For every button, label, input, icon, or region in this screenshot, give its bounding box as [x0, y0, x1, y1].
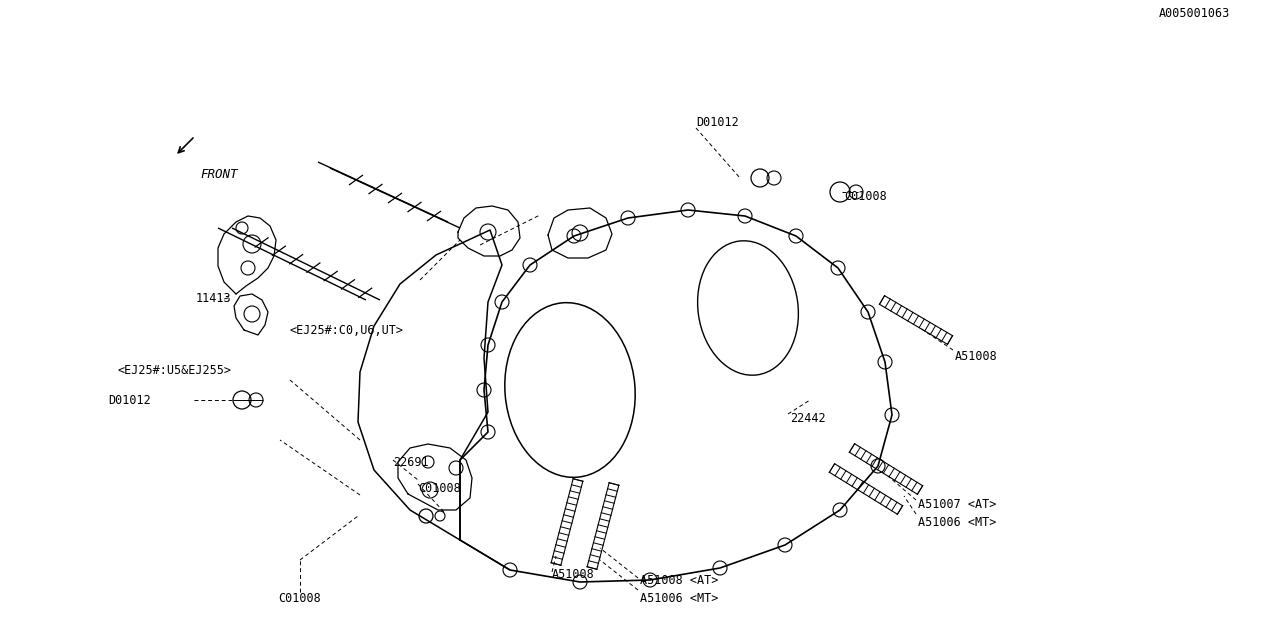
Text: FRONT: FRONT — [200, 168, 238, 180]
Text: D01012: D01012 — [696, 115, 739, 129]
Text: A51008 <AT>: A51008 <AT> — [640, 573, 718, 586]
Text: C01008: C01008 — [844, 189, 887, 202]
Text: A005001063: A005001063 — [1158, 7, 1230, 20]
Text: 22442: 22442 — [790, 412, 826, 424]
Text: A51008: A51008 — [552, 568, 595, 580]
Text: A51006 <MT>: A51006 <MT> — [640, 591, 718, 605]
Text: 11413: 11413 — [196, 291, 232, 305]
Text: A51007 <AT>: A51007 <AT> — [918, 497, 996, 511]
Text: 22691: 22691 — [393, 456, 429, 468]
Text: D01012: D01012 — [108, 394, 151, 406]
Text: <EJ25#:C0,U6,UT>: <EJ25#:C0,U6,UT> — [291, 323, 404, 337]
Text: C01008: C01008 — [279, 591, 321, 605]
Text: A51006 <MT>: A51006 <MT> — [918, 515, 996, 529]
Text: <EJ25#:U5&EJ255>: <EJ25#:U5&EJ255> — [118, 364, 232, 376]
Text: A51008: A51008 — [955, 349, 997, 362]
Text: C01008: C01008 — [419, 481, 461, 495]
